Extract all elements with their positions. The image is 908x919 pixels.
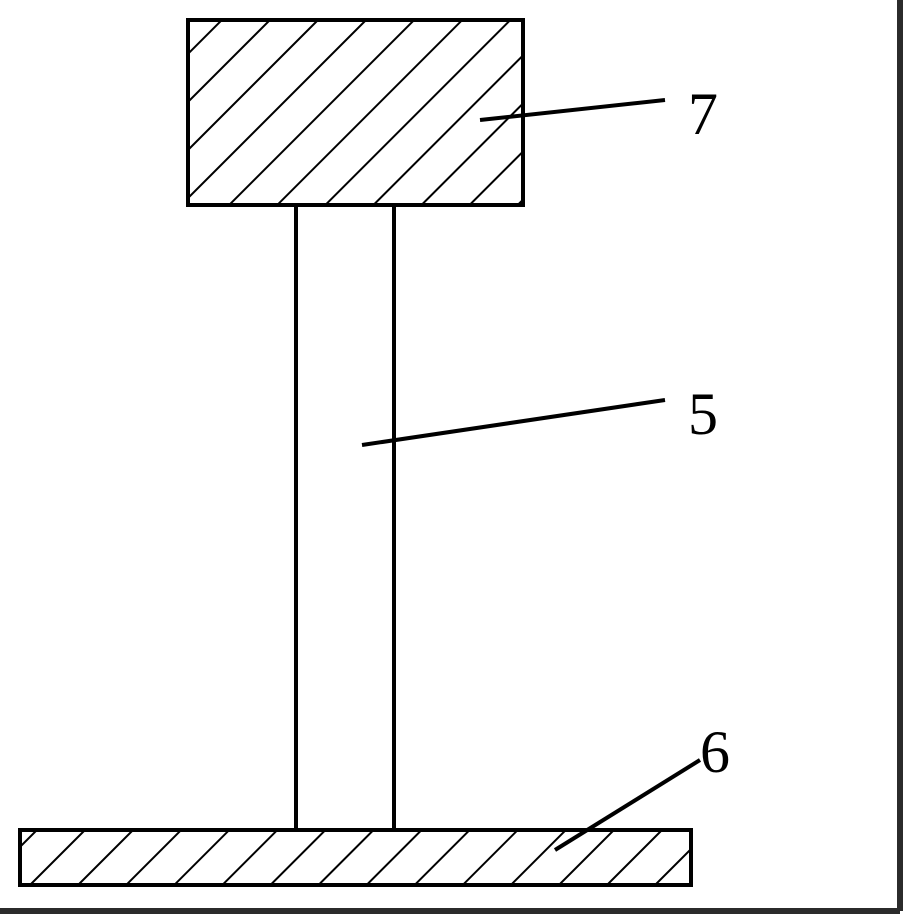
callout-label-7: 7 [688, 80, 718, 149]
column-shape [296, 205, 394, 830]
callout-label-5: 5 [688, 380, 718, 449]
leader-line-5 [362, 400, 665, 445]
callout-label-6: 6 [700, 718, 730, 787]
top-block-shape [188, 20, 523, 205]
base-slab-shape [20, 830, 691, 885]
